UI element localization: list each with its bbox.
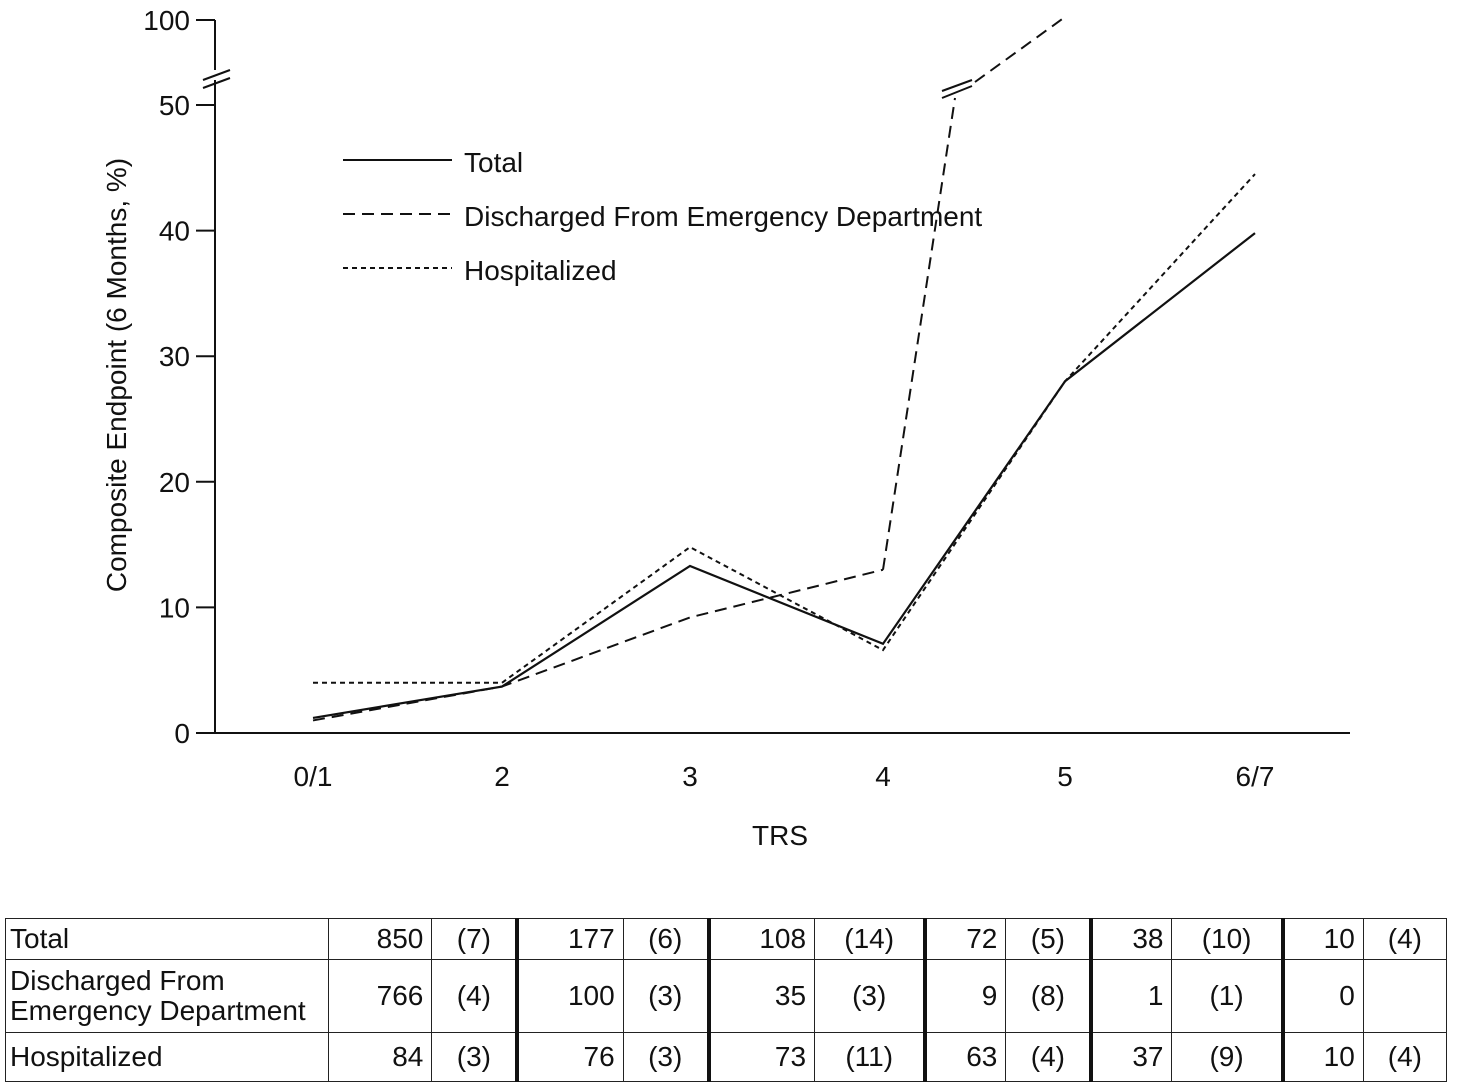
count-cell: 76 [515, 1032, 624, 1082]
count-cell: 72 [923, 918, 1007, 960]
count-cell: 63 [923, 1032, 1007, 1082]
events-cell: (4) [1362, 1032, 1448, 1082]
count-cell: 108 [706, 918, 816, 960]
data-table: Total 850 (7) 177 (6) 108 (14) 72 (5) 38 (10) 10 (4)… [5, 918, 1448, 1082]
count-cell: 0 [1280, 959, 1364, 1033]
events-cell: (6) [622, 918, 710, 960]
legend-label: Discharged From Emergency Department [464, 201, 982, 232]
row-label: Hospitalized [5, 1032, 329, 1082]
count-cell: 1 [1089, 959, 1173, 1033]
count-cell: 766 [327, 959, 433, 1033]
count-cell: 100 [515, 959, 624, 1033]
count-cell: 10 [1280, 1032, 1364, 1082]
events-cell [1362, 959, 1448, 1033]
count-cell: 73 [706, 1032, 816, 1082]
events-cell: (4) [431, 959, 518, 1033]
series-line-discharged-lower [882, 97, 956, 570]
y-tick-label: 0 [174, 718, 190, 749]
events-cell: (8) [1005, 959, 1092, 1033]
legend-label: Hospitalized [464, 255, 617, 286]
count-cell: 9 [923, 959, 1007, 1033]
x-tick-label: 3 [682, 761, 698, 792]
table-row: Total 850 (7) 177 (6) 108 (14) 72 (5) 38 (10) 10 (4) [5, 918, 1448, 960]
events-cell: (7) [431, 918, 518, 960]
y-axis-label: Composite Endpoint (6 Months, %) [101, 158, 132, 592]
table-row: Discharged From Emergency Department 766(… [5, 959, 1448, 1033]
count-cell: 35 [706, 959, 816, 1033]
count-cell: 10 [1280, 918, 1364, 960]
table-row: Hospitalized 84 (3) 76 (3) 73 (11) 63 (4) 37 (9) 10… [5, 1032, 1448, 1082]
count-cell: 37 [1089, 1032, 1173, 1082]
y-tick-label: 30 [159, 341, 190, 372]
y-tick-label: 20 [159, 467, 190, 498]
events-cell: (5) [1005, 918, 1092, 960]
x-tick-label: 2 [494, 761, 510, 792]
line-chart: 0 10 20 30 40 50 100 0/1 2 3 4 5 6/7 TRS Composite End… [101, 5, 1350, 851]
events-cell: (10) [1171, 918, 1284, 960]
y-tick-label: 40 [159, 216, 190, 247]
x-tick-label: 6/7 [1236, 761, 1275, 792]
line-break-mark [941, 85, 973, 99]
y-tick-label: 10 [159, 592, 190, 623]
events-cell: (1) [1171, 959, 1284, 1033]
x-tick-label: 0/1 [294, 761, 333, 792]
x-tick-label: 4 [875, 761, 891, 792]
count-cell: 850 [327, 918, 433, 960]
events-cell: (3) [622, 1032, 710, 1082]
line-break-mark [941, 79, 973, 92]
row-label: Discharged From Emergency Department [5, 959, 329, 1033]
x-axis-label: TRS [752, 820, 808, 851]
series-line-1 [312, 568, 884, 722]
events-cell: (4) [1005, 1032, 1092, 1082]
axis-break-mark [202, 69, 231, 81]
events-cell: (11) [814, 1032, 926, 1082]
row-label: Total [5, 918, 329, 960]
events-cell: (4) [1362, 918, 1448, 960]
x-tick-label: 5 [1057, 761, 1073, 792]
y-tick-label: 50 [159, 90, 190, 121]
series-line-discharged-upper [974, 16, 1066, 83]
events-cell: (14) [814, 918, 926, 960]
events-cell: (3) [431, 1032, 518, 1082]
events-cell: (3) [814, 959, 926, 1033]
y-tick-label: 100 [143, 5, 190, 36]
axis-break-mark [202, 77, 231, 89]
legend-label: Total [464, 147, 523, 178]
events-cell: (9) [1171, 1032, 1284, 1082]
series-line-2 [313, 173, 1256, 684]
count-cell: 38 [1089, 918, 1173, 960]
count-cell: 177 [515, 918, 624, 960]
series-line-0 [312, 232, 1256, 720]
count-cell: 84 [327, 1032, 433, 1082]
events-cell: (3) [622, 959, 710, 1033]
